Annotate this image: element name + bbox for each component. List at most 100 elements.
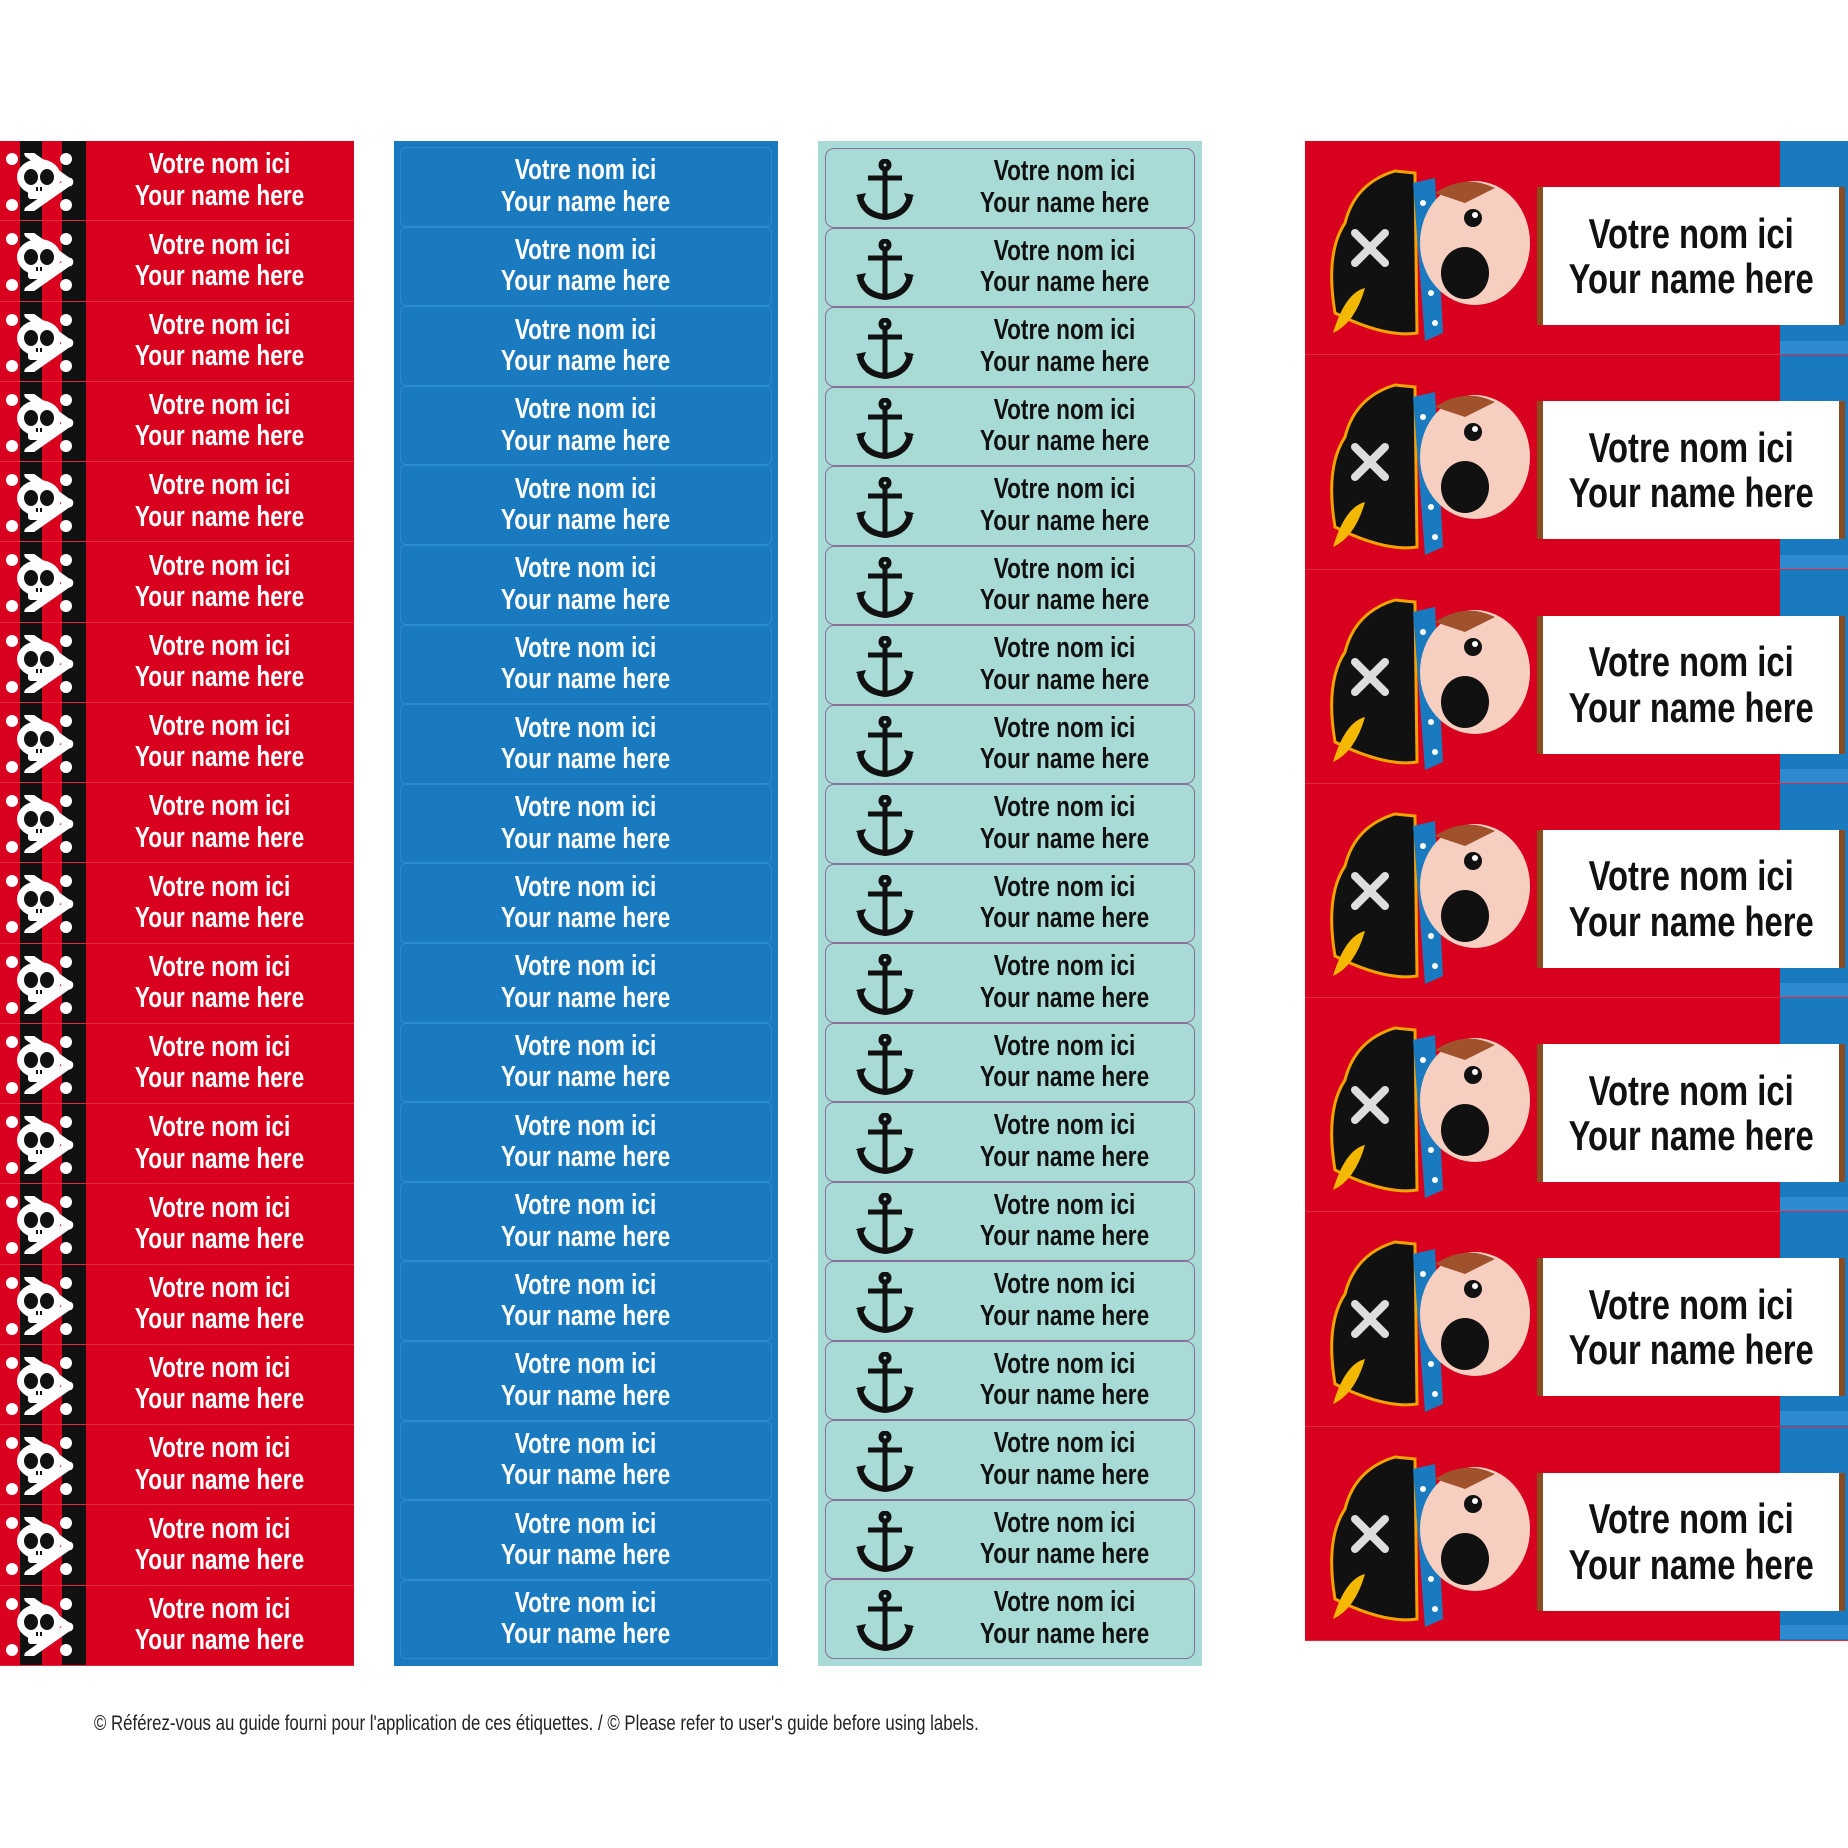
name-label: Votre nom ici Your name here	[825, 863, 1195, 943]
french-placeholder: Votre nom ici	[515, 1507, 657, 1540]
name-label: Votre nom ici Your name here	[825, 1420, 1195, 1500]
french-placeholder: Votre nom ici	[149, 790, 291, 823]
french-placeholder: Votre nom ici	[994, 234, 1136, 267]
english-placeholder: Your name here	[501, 1140, 671, 1173]
english-placeholder: Your name here	[135, 420, 305, 453]
english-placeholder: Your name here	[980, 981, 1150, 1014]
english-placeholder: Your name here	[980, 266, 1150, 299]
name-label: Votre nom ici Your name here	[400, 624, 772, 705]
english-placeholder: Your name here	[135, 179, 305, 212]
label-text: Votre nom ici Your name here	[501, 951, 670, 1014]
french-placeholder: Votre nom ici	[994, 314, 1136, 347]
english-placeholder: Your name here	[980, 504, 1150, 537]
french-placeholder: Votre nom ici	[515, 1587, 657, 1620]
anchor-icon	[854, 1351, 916, 1414]
english-placeholder: Your name here	[1568, 469, 1814, 517]
label-text: Votre nom ici Your name here	[980, 1029, 1150, 1094]
name-label: Votre nom ici Your name here	[0, 1505, 354, 1586]
label-text: Votre nom ici Your name here	[135, 710, 304, 774]
english-placeholder: Your name here	[501, 742, 671, 775]
anchor-icon	[854, 317, 916, 380]
skull-crossbones-icon	[4, 631, 74, 696]
label-text: Votre nom ici Your name here	[501, 1587, 670, 1651]
label-text: Votre nom ici Your name here	[501, 473, 670, 537]
label-text: Votre nom ici Your name here	[135, 1432, 304, 1496]
label-text: Votre nom ici Your name here	[980, 1188, 1149, 1253]
english-placeholder: Your name here	[980, 1538, 1150, 1571]
english-placeholder: Your name here	[1568, 1326, 1814, 1374]
english-placeholder: Your name here	[135, 1222, 305, 1255]
label-text: Votre nom ici Your name here	[980, 1269, 1149, 1332]
anchor-icon	[854, 238, 916, 301]
french-placeholder: Votre nom ici	[994, 791, 1136, 824]
anchor-icon	[854, 635, 916, 698]
english-placeholder: Your name here	[501, 1061, 671, 1094]
name-label: Votre nom ici Your name here	[0, 1425, 354, 1506]
french-placeholder: Votre nom ici	[515, 870, 657, 903]
label-text: Votre nom ici Your name here	[501, 632, 670, 696]
label-text: Votre nom ici Your name here	[501, 1110, 671, 1174]
anchor-icon	[854, 874, 916, 937]
label-text: Votre nom ici Your name here	[1568, 853, 1813, 944]
label-text: Votre nom ici Your name here	[980, 156, 1149, 219]
label-text: Votre nom ici Your name here	[135, 309, 304, 373]
english-placeholder: Your name here	[135, 821, 305, 854]
skull-crossbones-icon	[4, 1353, 74, 1419]
name-label: Votre nom ici Your name here	[0, 623, 354, 703]
english-placeholder: Your name here	[980, 1061, 1150, 1094]
english-placeholder: Your name here	[135, 580, 305, 613]
skull-crossbones-icon	[4, 1513, 74, 1579]
label-text: Votre nom ici Your name here	[980, 712, 1149, 776]
name-label: Votre nom ici Your name here	[400, 306, 772, 386]
skull-crossbones-icon	[4, 952, 74, 1017]
skull-label-sheet: Votre nom ici Your name here Votre nom ici…	[0, 141, 354, 1666]
french-placeholder: Votre nom ici	[994, 1586, 1136, 1619]
french-placeholder: Votre nom ici	[994, 1188, 1136, 1221]
label-text: Votre nom ici Your name here	[501, 1349, 670, 1412]
name-banner: Votre nom ici Your name here	[1537, 829, 1845, 968]
label-text: Votre nom ici Your name here	[1568, 1282, 1813, 1373]
name-label: Votre nom ici Your name here	[0, 1586, 354, 1666]
anchor-icon	[854, 794, 916, 857]
anchor-icon	[854, 1112, 916, 1175]
english-placeholder: Your name here	[135, 1303, 305, 1336]
english-placeholder: Your name here	[501, 1538, 671, 1571]
name-label: Votre nom ici Your name here	[0, 944, 354, 1024]
skull-crossbones-icon	[4, 871, 74, 937]
name-label: Votre nom ici Your name here	[1305, 998, 1848, 1213]
name-label: Votre nom ici Your name here	[825, 704, 1195, 784]
label-text: Votre nom ici Your name here	[980, 951, 1149, 1014]
name-label: Votre nom ici Your name here	[400, 942, 772, 1023]
english-placeholder: Your name here	[980, 1140, 1150, 1173]
french-placeholder: Votre nom ici	[994, 632, 1136, 665]
english-placeholder: Your name here	[1568, 1112, 1814, 1160]
english-placeholder: Your name here	[501, 185, 671, 218]
label-text: Votre nom ici Your name here	[501, 712, 671, 776]
anchor-icon	[854, 556, 916, 619]
french-placeholder: Votre nom ici	[149, 228, 291, 261]
label-text: Votre nom ici Your name here	[980, 474, 1149, 537]
french-placeholder: Votre nom ici	[994, 1029, 1136, 1062]
french-placeholder: Votre nom ici	[149, 148, 291, 181]
english-placeholder: Your name here	[501, 424, 671, 457]
english-placeholder: Your name here	[135, 1062, 305, 1095]
name-label: Votre nom ici Your name here	[400, 863, 772, 943]
name-label: Votre nom ici Your name here	[825, 784, 1195, 864]
french-placeholder: Votre nom ici	[994, 1109, 1136, 1142]
name-label: Votre nom ici Your name here	[825, 1261, 1195, 1341]
french-placeholder: Votre nom ici	[515, 1348, 657, 1381]
label-text: Votre nom ici Your name here	[501, 791, 670, 855]
french-placeholder: Votre nom ici	[515, 1427, 657, 1460]
name-label: Votre nom ici Your name here	[825, 625, 1195, 705]
english-placeholder: Your name here	[135, 1383, 305, 1416]
pirate-label-sheet: Votre nom ici Your name here Votre nom ici…	[1305, 141, 1848, 1641]
skull-crossbones-icon	[4, 1273, 74, 1338]
english-placeholder: Your name here	[501, 902, 671, 935]
french-placeholder: Votre nom ici	[149, 1512, 291, 1545]
skull-crossbones-icon	[4, 550, 74, 616]
english-placeholder: Your name here	[980, 902, 1150, 935]
french-placeholder: Votre nom ici	[149, 870, 291, 903]
english-placeholder: Your name here	[1568, 897, 1814, 945]
french-placeholder: Votre nom ici	[515, 791, 657, 824]
label-text: Votre nom ici Your name here	[980, 394, 1149, 458]
